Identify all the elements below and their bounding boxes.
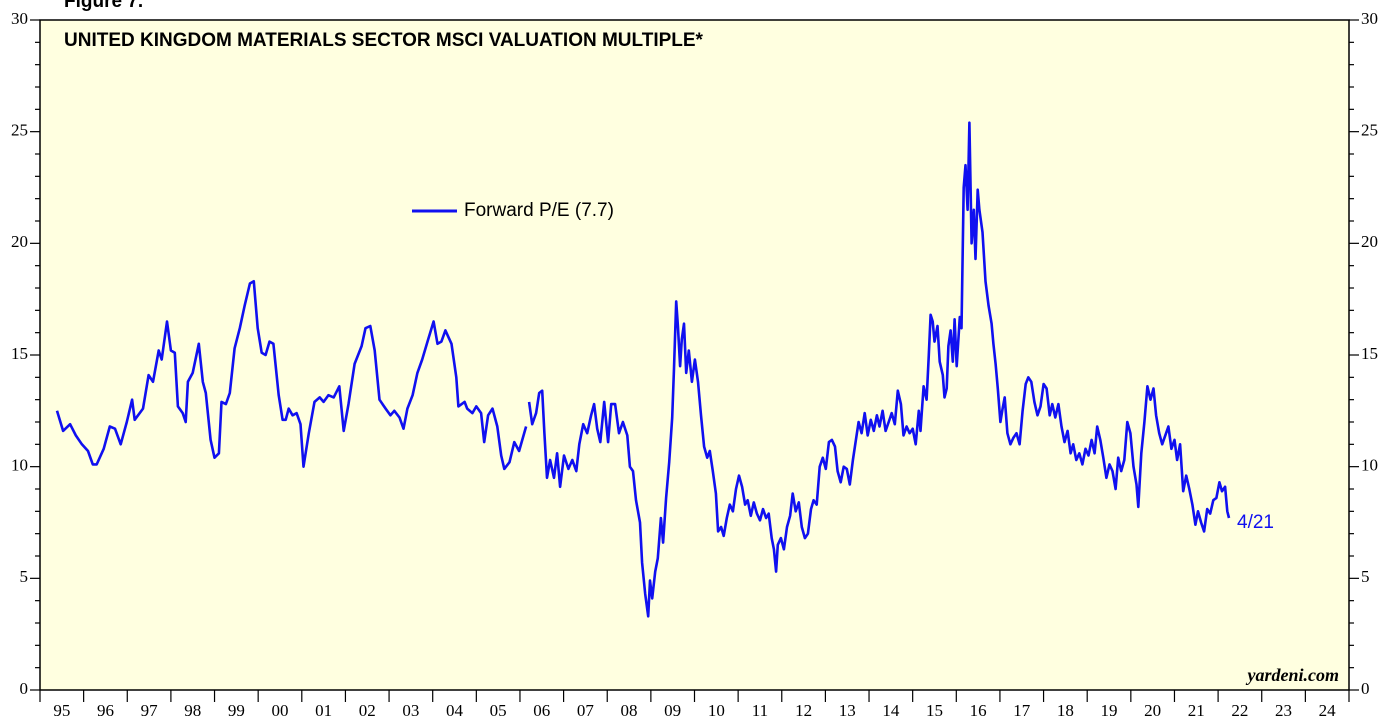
x-tick-label: 10 — [708, 701, 725, 719]
y2-tick-label: 5 — [1361, 567, 1370, 586]
x-tick-label: 20 — [1144, 701, 1161, 719]
x-tick-label: 07 — [577, 701, 595, 719]
x-tick-label: 98 — [184, 701, 201, 719]
x-tick-label: 06 — [533, 701, 550, 719]
y-tick-label: 30 — [11, 9, 28, 28]
y2-tick-label: 15 — [1361, 344, 1378, 363]
y2-tick-label: 30 — [1361, 9, 1378, 28]
y-tick-label: 10 — [11, 456, 28, 475]
x-tick-label: 11 — [752, 701, 768, 719]
source: yardeni.com — [1246, 665, 1340, 685]
y2-tick-label: 10 — [1361, 456, 1378, 475]
x-tick-label: 02 — [359, 701, 376, 719]
x-tick-label: 00 — [271, 701, 288, 719]
x-tick-label: 14 — [882, 701, 900, 719]
x-tick-label: 22 — [1231, 701, 1248, 719]
x-tick-label: 01 — [315, 701, 332, 719]
x-tick-label: 23 — [1275, 701, 1292, 719]
y2-tick-label: 0 — [1361, 679, 1370, 698]
x-tick-label: 19 — [1101, 701, 1118, 719]
legend-label: Forward P/E (7.7) — [464, 200, 614, 221]
x-tick-label: 18 — [1057, 701, 1074, 719]
x-tick-label: 15 — [926, 701, 943, 719]
x-tick-label: 96 — [97, 701, 114, 719]
x-tick-label: 12 — [795, 701, 812, 719]
y2-tick-label: 20 — [1361, 232, 1378, 251]
x-tick-label: 13 — [839, 701, 856, 719]
y-tick-label: 0 — [20, 679, 29, 698]
x-tick-label: 09 — [664, 701, 681, 719]
series-line — [55, 121, 1231, 618]
chart-title: UNITED KINGDOM MATERIALS SECTOR MSCI VAL… — [64, 30, 704, 51]
y-tick-label: 15 — [11, 344, 28, 363]
x-tick-label: 99 — [228, 701, 245, 719]
x-tick-label: 04 — [446, 701, 464, 719]
x-tick-label: 16 — [970, 701, 987, 719]
y-tick-label: 25 — [11, 121, 28, 140]
x-tick-label: 05 — [490, 701, 507, 719]
x-tick-label: 03 — [402, 701, 419, 719]
x-tick-label: 21 — [1188, 701, 1205, 719]
plot-area — [39, 19, 1350, 691]
x-tick-label: 17 — [1013, 701, 1031, 719]
x-tick-label: 97 — [141, 701, 159, 719]
end-label: 4/21 — [1237, 512, 1274, 533]
figure-label: Figure 7. — [64, 0, 143, 12]
x-tick-label: 95 — [53, 701, 70, 719]
y-tick-label: 20 — [11, 232, 28, 251]
x-tick-label: 24 — [1319, 701, 1337, 719]
y2-tick-label: 25 — [1361, 121, 1378, 140]
x-tick-label: 08 — [621, 701, 638, 719]
y-tick-label: 5 — [20, 567, 29, 586]
